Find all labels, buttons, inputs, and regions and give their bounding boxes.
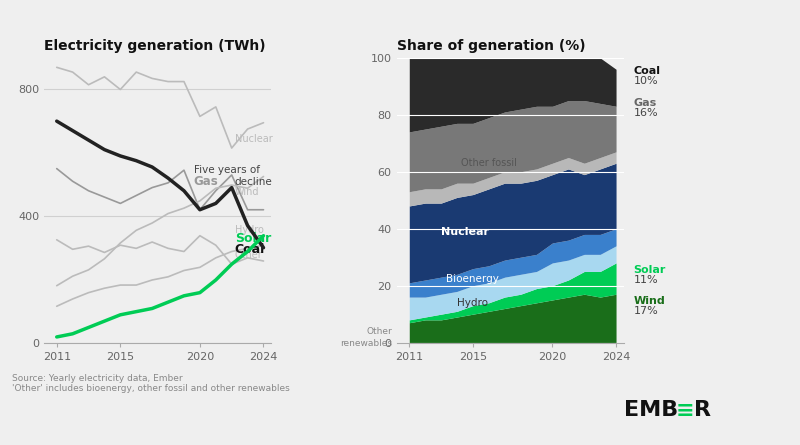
- Text: Other
renewables: Other renewables: [341, 327, 393, 348]
- Text: Other fossil: Other fossil: [461, 158, 517, 168]
- Text: Share of generation (%): Share of generation (%): [397, 39, 585, 53]
- Text: Nuclear: Nuclear: [235, 134, 273, 144]
- Text: Five years of: Five years of: [194, 165, 259, 175]
- Text: Hydro: Hydro: [235, 225, 264, 235]
- Text: 16%: 16%: [634, 109, 658, 118]
- Text: Source: Yearly electricity data, Ember
'Other' includes bioenergy, other fossil : Source: Yearly electricity data, Ember '…: [12, 374, 290, 393]
- Text: Solar: Solar: [235, 232, 271, 245]
- Text: 11%: 11%: [634, 275, 658, 285]
- Text: Electricity generation (TWh): Electricity generation (TWh): [44, 39, 266, 53]
- Text: EMB: EMB: [624, 400, 678, 421]
- Text: R: R: [694, 400, 711, 421]
- Text: Wind: Wind: [235, 187, 259, 197]
- Text: Bioenergy: Bioenergy: [446, 274, 499, 283]
- Text: Gas: Gas: [634, 98, 657, 109]
- Text: decline: decline: [235, 177, 273, 187]
- Text: Coal: Coal: [634, 66, 661, 76]
- Text: Hydro: Hydro: [458, 298, 488, 308]
- Text: 17%: 17%: [634, 306, 658, 316]
- Text: Other: Other: [235, 250, 262, 260]
- Text: ≡: ≡: [676, 400, 694, 421]
- Text: Coal: Coal: [235, 243, 265, 256]
- Text: 10%: 10%: [634, 76, 658, 85]
- Text: Solar: Solar: [634, 265, 666, 275]
- Text: Nuclear: Nuclear: [441, 227, 489, 237]
- Text: Gas: Gas: [194, 175, 218, 188]
- Text: Wind: Wind: [634, 296, 666, 306]
